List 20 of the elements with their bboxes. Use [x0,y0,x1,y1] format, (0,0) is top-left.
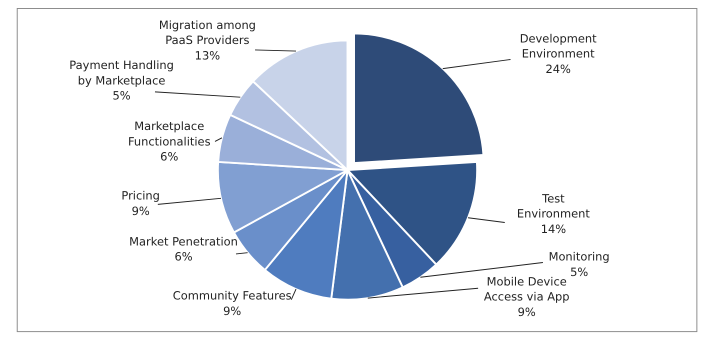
slice-label: Development Environment [520,31,598,61]
slice-label: Market Penetration [129,234,238,248]
slice-label: Community Features [172,288,292,303]
slice-label: Marketplace Functionalities [128,119,211,148]
slice-label: Pricing [121,188,160,203]
data-label: 9% [223,304,242,318]
slice-label: Migration among PaaS Providers [158,18,256,48]
data-label: 24% [545,62,572,76]
data-label: 9% [132,204,150,218]
data-label: 5% [112,88,131,103]
slice-label: Monitoring [548,250,610,264]
data-label: 13% [194,48,220,62]
slice-label: Mobile Device Access via App [484,274,570,304]
data-label: 6% [160,150,178,164]
slice-label: Test Environment [516,191,590,221]
data-label: 14% [540,222,566,236]
data-label: 6% [174,250,193,264]
data-label: 5% [570,264,588,279]
data-label: 9% [518,304,536,319]
slice-label: Payment Handling by Marketplace [69,58,174,88]
